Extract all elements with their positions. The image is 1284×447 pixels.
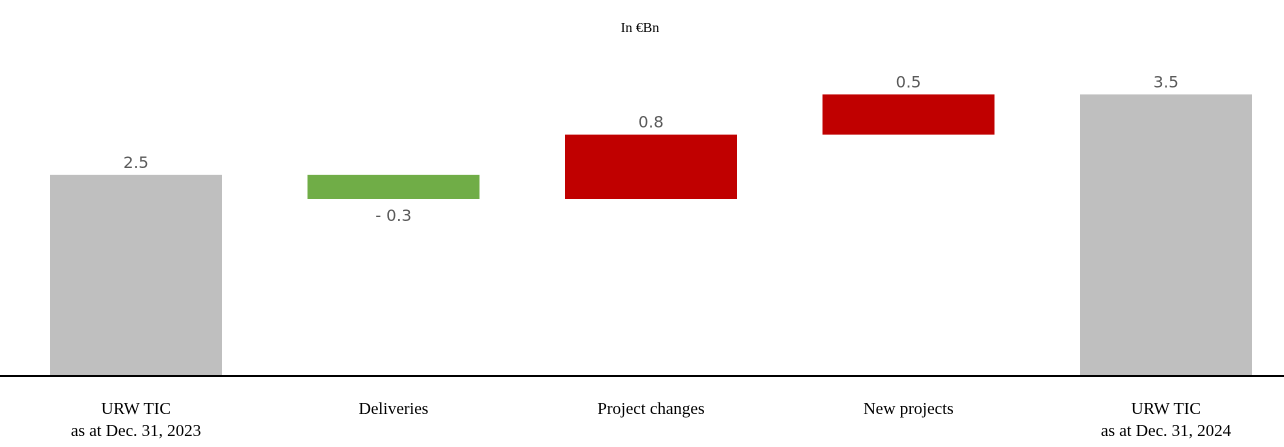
bar: [1080, 94, 1252, 376]
data-label: 0.5: [896, 72, 921, 91]
bar: [307, 174, 480, 199]
x-tick-label: URW TIC as at Dec. 31, 2024: [1100, 399, 1232, 440]
bar: [565, 134, 737, 199]
bar: [50, 174, 222, 376]
x-tick-label: URW TIC as at Dec. 31, 2023: [70, 399, 202, 440]
x-tick-label: New projects: [863, 399, 954, 418]
bar: [822, 94, 995, 135]
data-label: - 0.3: [375, 206, 411, 225]
data-label: 3.5: [1153, 72, 1178, 91]
x-tick-label: Project changes: [597, 399, 705, 418]
data-label: 2.5: [123, 153, 148, 172]
data-label: 0.8: [638, 113, 663, 132]
chart-title: In €Bn: [621, 21, 660, 36]
x-tick-label: Deliveries: [358, 399, 429, 418]
